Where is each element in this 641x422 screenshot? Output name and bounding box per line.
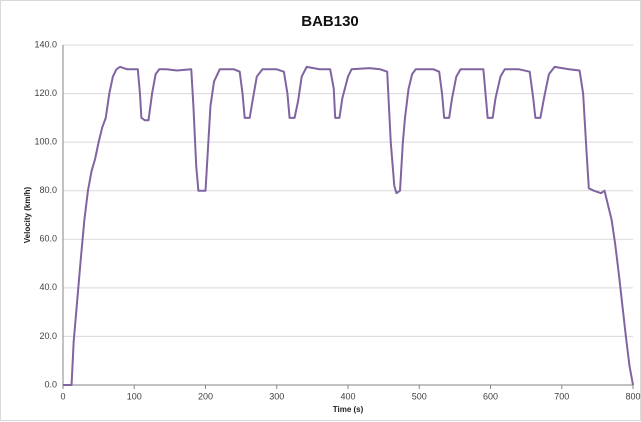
x-axis-label: Time (s) xyxy=(333,405,364,414)
velocity-line xyxy=(63,65,634,386)
y-tick-label: 140.0 xyxy=(34,39,57,49)
x-tick-label: 500 xyxy=(412,391,427,401)
y-tick-label: 20.0 xyxy=(39,331,57,341)
y-tick-label: 80.0 xyxy=(39,185,57,195)
x-tick-label: 300 xyxy=(269,391,284,401)
x-tick-label: 0 xyxy=(60,391,65,401)
x-tick-label: 800 xyxy=(625,391,640,401)
chart-title: BAB130 xyxy=(301,13,359,30)
y-tick-label: 120.0 xyxy=(34,88,57,98)
y-tick-label: 100.0 xyxy=(34,137,57,147)
y-axis-label: Velocity (km/h) xyxy=(23,186,32,243)
y-tick-label: 40.0 xyxy=(39,282,57,292)
y-tick-label: 0.0 xyxy=(44,379,57,389)
x-tick-label: 200 xyxy=(198,391,213,401)
x-tick-label: 100 xyxy=(127,391,142,401)
y-tick-label: 60.0 xyxy=(39,234,57,244)
x-tick-label: 700 xyxy=(554,391,569,401)
x-tick-label: 400 xyxy=(340,391,355,401)
x-tick-label: 600 xyxy=(483,391,498,401)
